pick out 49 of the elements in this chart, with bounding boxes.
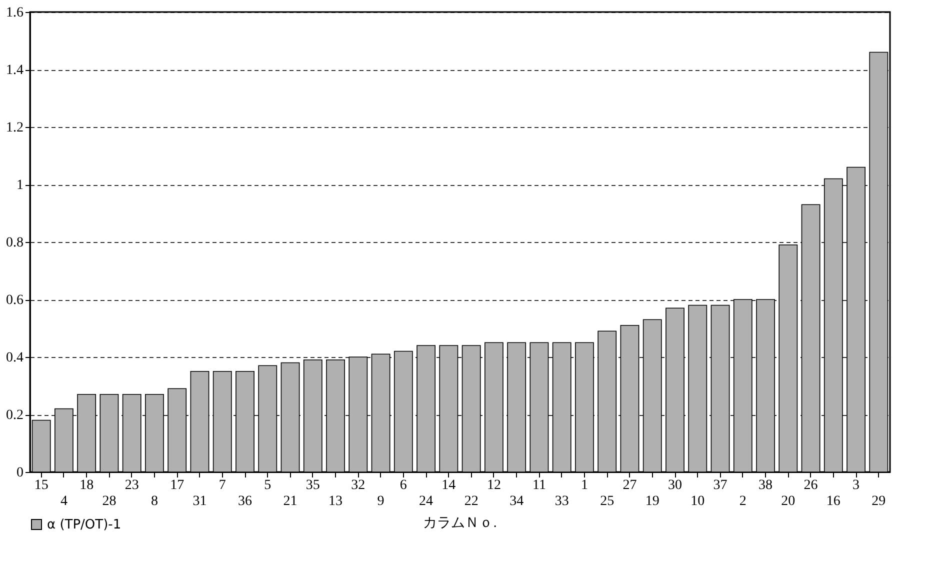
x-tick-label: 9 bbox=[377, 494, 384, 509]
x-tick-label: 34 bbox=[510, 494, 524, 509]
x-axis-title: カラムＮｏ. bbox=[423, 514, 497, 530]
x-tick-label: 24 bbox=[419, 494, 434, 509]
x-tick-label: 17 bbox=[170, 478, 184, 493]
x-tick-label: 10 bbox=[690, 494, 705, 509]
x-tick-label: 35 bbox=[306, 478, 320, 493]
legend-label: α (TP/OT)-1 bbox=[47, 518, 122, 532]
x-tick-label: 18 bbox=[80, 478, 94, 493]
x-tick-label: 14 bbox=[442, 478, 456, 493]
x-tick-label: 28 bbox=[102, 494, 116, 509]
y-tick-label: 0.2 bbox=[6, 408, 24, 423]
x-tick-label: 5 bbox=[264, 478, 272, 493]
x-tick-label: 29 bbox=[872, 494, 886, 509]
y-tick-label: 1.6 bbox=[6, 6, 24, 20]
y-tick-label: 0 bbox=[16, 466, 24, 480]
x-tick-label: 12 bbox=[486, 478, 501, 493]
x-tick-label: 13 bbox=[328, 494, 343, 509]
x-tick-label: 26 bbox=[804, 478, 818, 493]
x-tick-label: 38 bbox=[758, 478, 773, 493]
x-tick-label: 22 bbox=[464, 494, 478, 509]
x-tick-label: 33 bbox=[554, 494, 569, 509]
y-tick-label: 0.4 bbox=[6, 350, 24, 366]
x-tick-label: 15 bbox=[34, 478, 48, 493]
x-tick-label: 32 bbox=[351, 478, 366, 493]
x-tick-label: 37 bbox=[713, 478, 728, 493]
y-tick-label: 1.4 bbox=[6, 63, 24, 78]
x-tick-label: 36 bbox=[238, 494, 252, 509]
x-tick-label: 27 bbox=[622, 478, 637, 493]
x-tick-label: 4 bbox=[60, 494, 68, 509]
x-tick-label: 19 bbox=[645, 494, 660, 509]
y-tick-label: 0.8 bbox=[6, 236, 24, 250]
x-tick-label: 6 bbox=[400, 478, 407, 493]
x-tick-label: 23 bbox=[124, 478, 139, 493]
x-tick-label: 16 bbox=[826, 494, 840, 509]
x-tick-label: 25 bbox=[600, 494, 614, 509]
x-tick-label: 2 bbox=[739, 494, 746, 509]
x-tick-label: 1 bbox=[580, 478, 588, 493]
y-tick-label: 1.2 bbox=[6, 120, 24, 136]
x-tick-label: 8 bbox=[150, 494, 158, 509]
x-tick-label: 11 bbox=[532, 478, 546, 493]
x-tick-label: 3 bbox=[852, 478, 860, 493]
x-tick-label: 31 bbox=[192, 494, 207, 509]
x-tick-label: 30 bbox=[668, 478, 682, 493]
x-tick-label: 21 bbox=[283, 494, 298, 509]
x-tick-label: 20 bbox=[781, 494, 796, 509]
y-tick-label: 1 bbox=[16, 178, 24, 193]
y-tick-label: 0.6 bbox=[6, 293, 24, 308]
x-tick-label: 7 bbox=[218, 478, 226, 493]
